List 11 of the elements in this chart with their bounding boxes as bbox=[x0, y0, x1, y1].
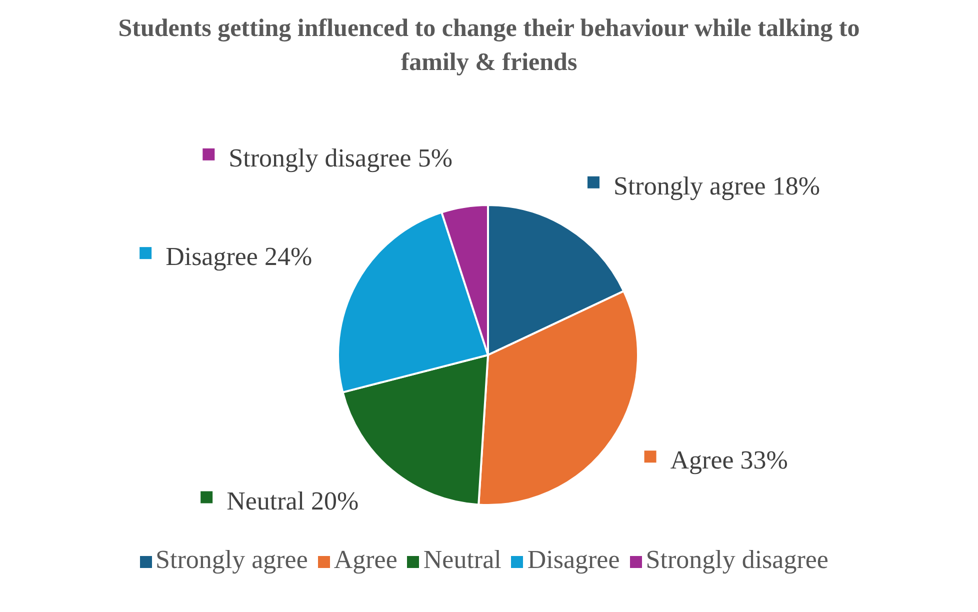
category-label: Disagree 24% bbox=[166, 242, 312, 272]
category-label: Strongly agree 18% bbox=[613, 171, 820, 200]
category-label: Agree 33% bbox=[670, 446, 788, 475]
legend-label: Neutral bbox=[423, 545, 502, 574]
legend-label: Strongly agree bbox=[156, 545, 308, 574]
chart-title: Students getting influenced to change their behaviour while talking to family & friends bbox=[117, 14, 861, 78]
legend-label: Strongly disagree bbox=[646, 545, 828, 574]
legend-label: Disagree bbox=[527, 545, 620, 574]
category-label: Strongly disagree 5% bbox=[228, 143, 452, 172]
legend-label: Agree bbox=[334, 545, 398, 574]
category-label: Neutral 20% bbox=[226, 486, 359, 516]
